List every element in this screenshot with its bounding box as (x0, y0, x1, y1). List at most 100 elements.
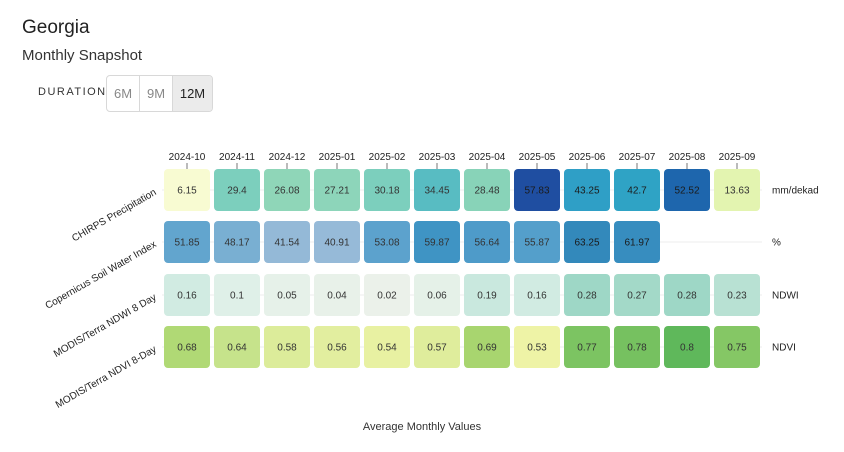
column-label: 2025-09 (719, 152, 756, 163)
page-title: Georgia (22, 17, 90, 38)
cell-value-label: 0.57 (427, 343, 447, 354)
heatmap-cell (564, 326, 610, 368)
cell-value-label: 0.8 (680, 343, 694, 354)
cell-value-label: 51.85 (174, 238, 199, 249)
cell-value-label: 27.21 (324, 186, 349, 197)
heatmap-cell (564, 274, 610, 316)
cell-value-label: 43.25 (574, 186, 599, 197)
heatmap-cell (464, 326, 510, 368)
heatmap-cell (714, 274, 760, 316)
heatmap-cell (264, 169, 310, 211)
cell-value-label: 0.27 (627, 291, 647, 302)
cell-value-label: 0.06 (427, 291, 447, 302)
column-label: 2025-07 (619, 152, 656, 163)
row-label: MODIS/Terra NDVI 8-Day (54, 344, 159, 411)
heatmap-cell (614, 221, 660, 263)
cell-value-label: 0.04 (327, 291, 347, 302)
heatmap-cell (364, 221, 410, 263)
heatmap-cell (214, 221, 260, 263)
cell-value-label: 0.16 (527, 291, 547, 302)
cell-value-label: 13.63 (724, 186, 749, 197)
heatmap-cell (614, 274, 660, 316)
cell-value-label: 0.23 (727, 291, 747, 302)
row-unit-label: mm/dekad (772, 186, 819, 197)
heatmap-cell (214, 326, 260, 368)
heatmap-cell (464, 169, 510, 211)
column-label: 2025-04 (469, 152, 506, 163)
cell-value-label: 0.53 (527, 343, 547, 354)
heatmap-cell (664, 326, 710, 368)
heatmap-cell (364, 274, 410, 316)
heatmap-cell (514, 169, 560, 211)
heatmap-cell (414, 274, 460, 316)
heatmap-cell (164, 326, 210, 368)
heatmap-cell (364, 326, 410, 368)
cell-value-label: 0.78 (627, 343, 647, 354)
column-label: 2025-08 (669, 152, 706, 163)
heatmap-cell (414, 221, 460, 263)
column-label: 2024-12 (269, 152, 306, 163)
heatmap-cell (514, 274, 560, 316)
cell-value-label: 40.91 (324, 238, 349, 249)
heatmap-cell (614, 169, 660, 211)
column-label: 2025-03 (419, 152, 456, 163)
cell-value-label: 0.1 (230, 291, 244, 302)
heatmap-cell (564, 169, 610, 211)
cell-value-label: 0.28 (677, 291, 697, 302)
cell-value-label: 41.54 (274, 238, 299, 249)
cell-value-label: 28.48 (474, 186, 499, 197)
page-subtitle: Monthly Snapshot (22, 47, 143, 64)
heatmap-cell (314, 169, 360, 211)
heatmap-cell (564, 221, 610, 263)
heatmap-cell (514, 326, 560, 368)
cell-value-label: 59.87 (424, 238, 449, 249)
cell-value-label: 34.45 (424, 186, 449, 197)
cell-value-label: 56.64 (474, 238, 499, 249)
duration-selector: 6M 9M 12M (106, 75, 213, 112)
heatmap-cell (414, 169, 460, 211)
heatmap-cell (414, 326, 460, 368)
heatmap-cell (314, 221, 360, 263)
cell-value-label: 30.18 (374, 186, 399, 197)
cell-value-label: 42.7 (627, 186, 647, 197)
heatmap-cell (164, 221, 210, 263)
cell-value-label: 53.08 (374, 238, 399, 249)
heatmap-cell (714, 169, 760, 211)
heatmap-cell (264, 326, 310, 368)
cell-value-label: 0.68 (177, 343, 197, 354)
cell-value-label: 0.16 (177, 291, 197, 302)
heatmap-cell (214, 169, 260, 211)
cell-value-label: 0.75 (727, 343, 747, 354)
cell-value-label: 29.4 (227, 186, 247, 197)
duration-6m-button[interactable]: 6M (107, 76, 140, 111)
heatmap-cell (464, 221, 510, 263)
cell-value-label: 6.15 (177, 186, 197, 197)
column-label: 2024-11 (219, 152, 255, 163)
heatmap-cell (214, 274, 260, 316)
column-label: 2024-10 (169, 152, 206, 163)
column-label: 2025-02 (369, 152, 406, 163)
cell-value-label: 0.64 (227, 343, 247, 354)
heatmap-cell (364, 169, 410, 211)
row-unit-label: NDVI (772, 343, 796, 354)
cell-value-label: 0.05 (277, 291, 297, 302)
cell-value-label: 55.87 (524, 238, 549, 249)
heatmap-cell (664, 169, 710, 211)
cell-value-label: 0.69 (477, 343, 497, 354)
column-label: 2025-01 (319, 152, 356, 163)
cell-value-label: 61.97 (624, 238, 649, 249)
duration-12m-button[interactable]: 12M (173, 76, 212, 111)
duration-label: DURATION (38, 86, 107, 98)
heatmap-cell (514, 221, 560, 263)
cell-value-label: 0.19 (477, 291, 497, 302)
column-label: 2025-05 (519, 152, 556, 163)
heatmap-cell (314, 326, 360, 368)
x-axis-title: Average Monthly Values (362, 421, 482, 433)
duration-9m-button[interactable]: 9M (140, 76, 173, 111)
row-label: CHIRPS Precipitation (70, 187, 158, 244)
cell-value-label: 63.25 (574, 238, 599, 249)
heatmap-cell (164, 274, 210, 316)
cell-value-label: 52.52 (674, 186, 699, 197)
cell-value-label: 0.02 (377, 291, 397, 302)
